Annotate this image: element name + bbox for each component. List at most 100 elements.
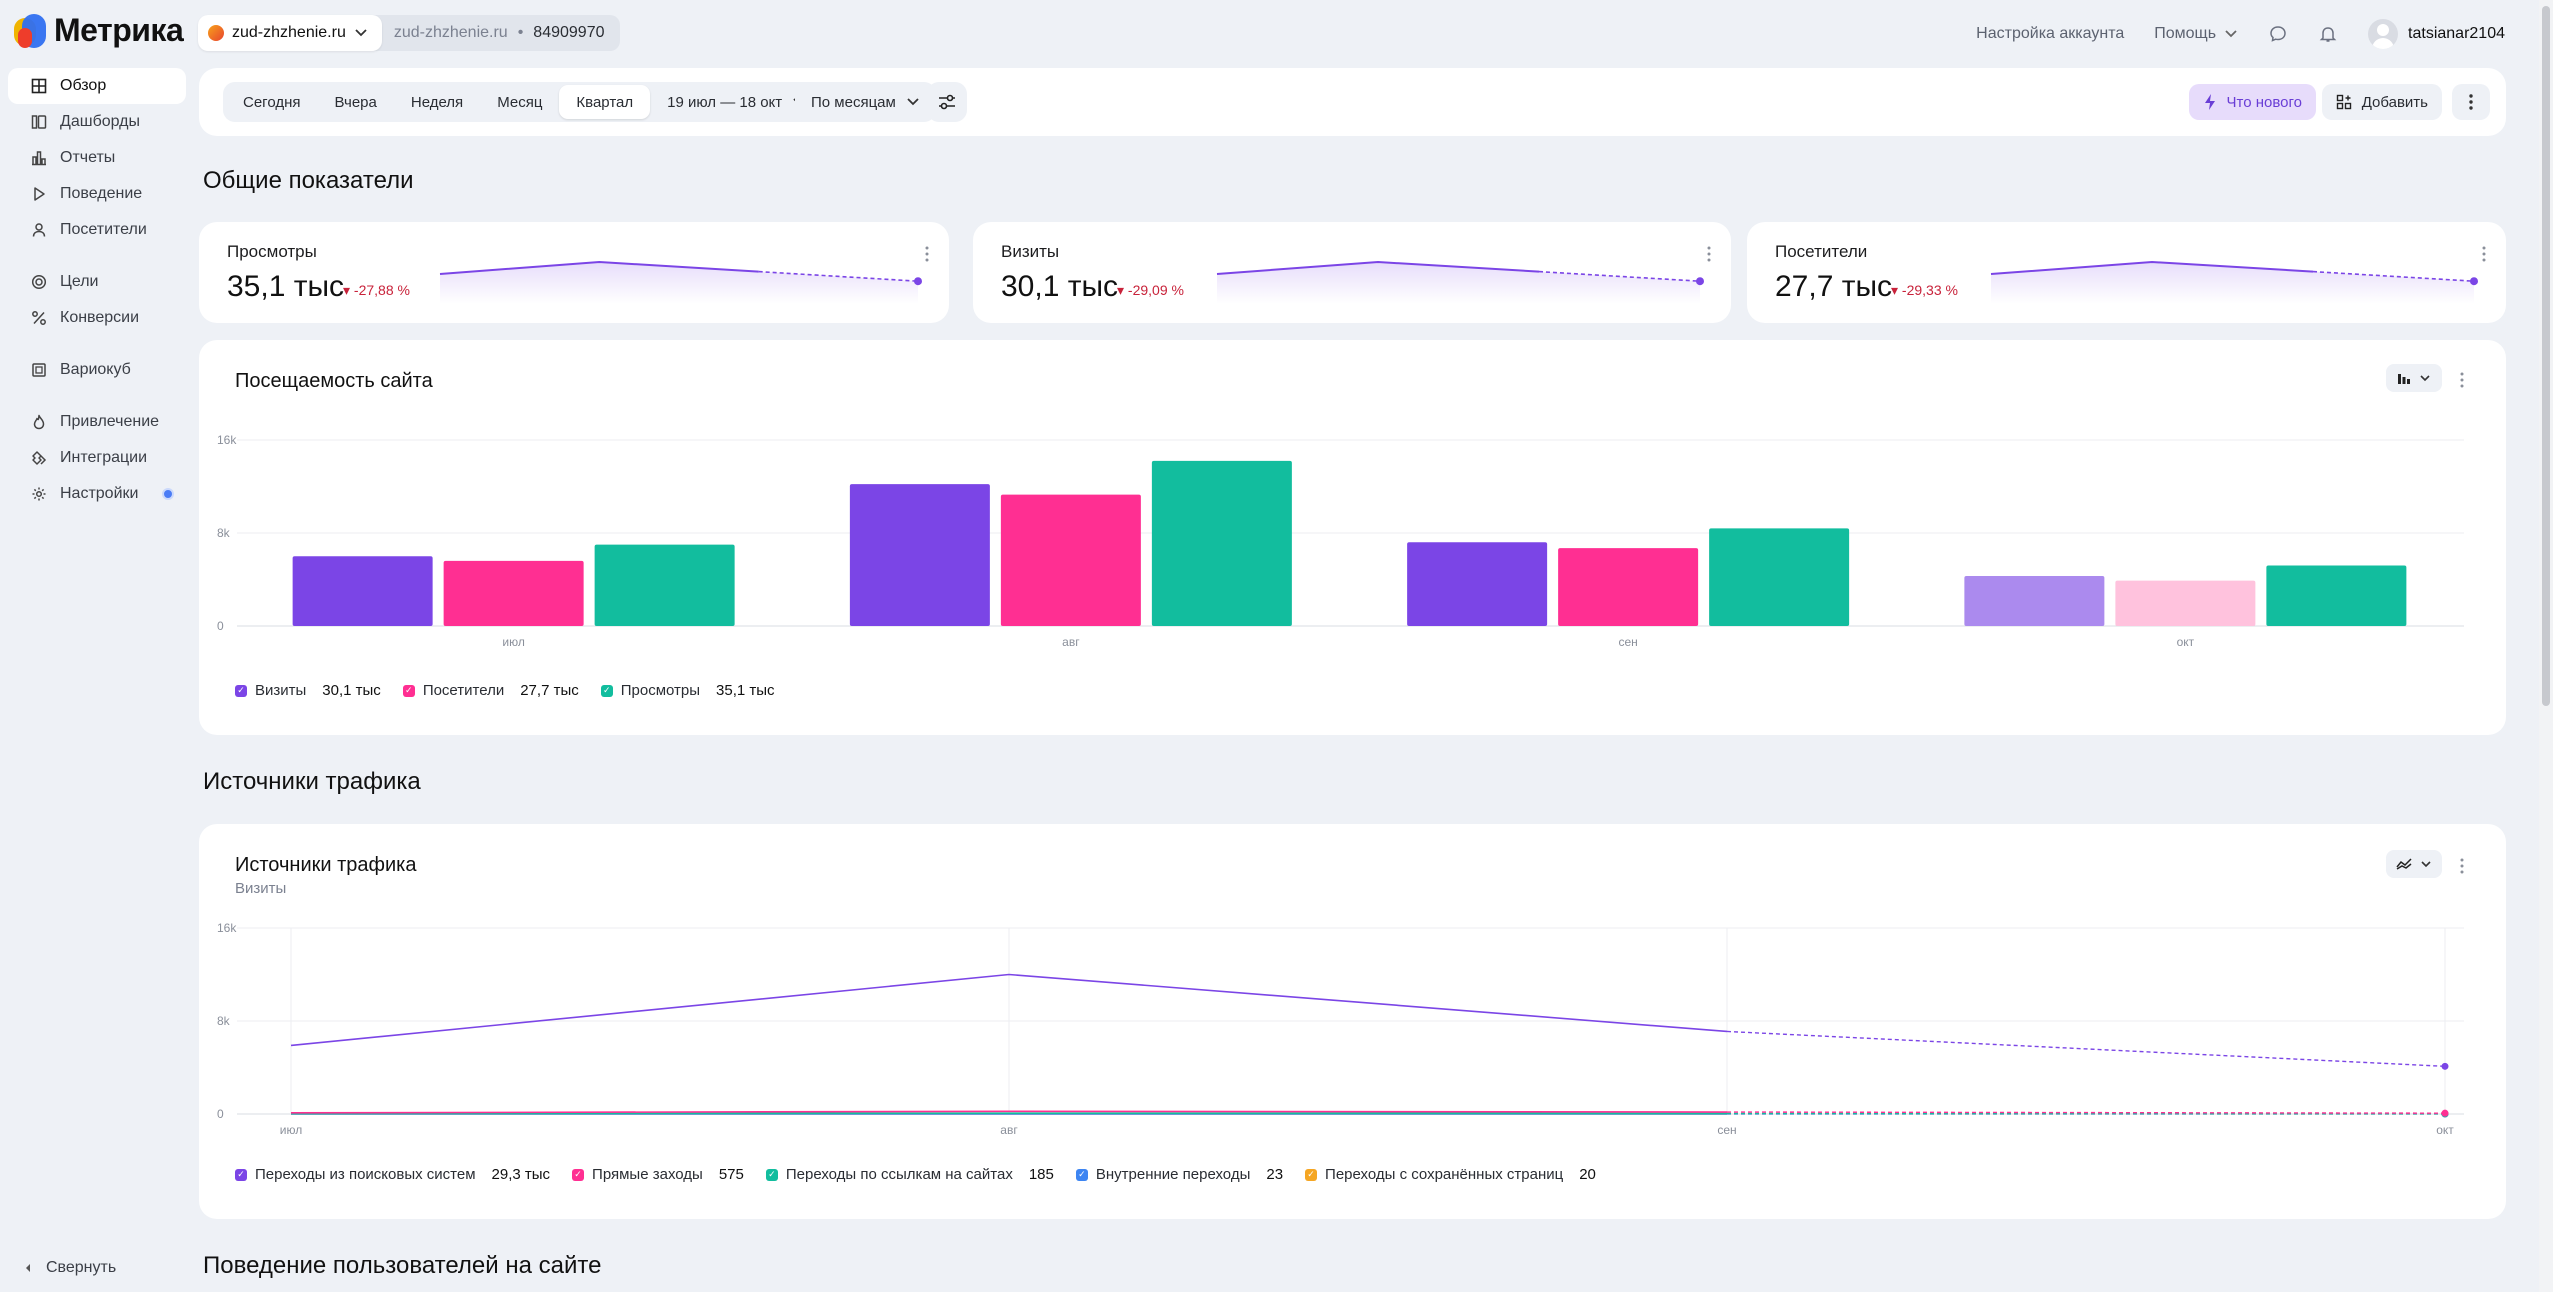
site-domain: zud-zhzhenie.ru	[393, 24, 508, 41]
logo[interactable]: Метрика	[14, 12, 184, 49]
series-line[interactable]	[290, 973, 1728, 1047]
bar[interactable]	[292, 556, 433, 626]
add-label: Добавить	[2361, 93, 2428, 111]
legend-item-search[interactable]: ✓ Переходы из поисковых систем 29,3 тыс	[235, 1166, 550, 1183]
series-end-point[interactable]	[2441, 1109, 2449, 1117]
filter-settings-button[interactable]	[927, 82, 967, 122]
sidebar-item-conversions[interactable]: Конверсии	[8, 300, 186, 336]
sidebar-item-settings[interactable]: Настройки	[8, 476, 186, 512]
flame-icon	[30, 413, 48, 431]
account-settings-link[interactable]: Настройка аккаунта	[1976, 25, 2125, 42]
username: tatsianar2104	[2408, 25, 2505, 42]
site-selector[interactable]: zud-zhzhenie.ru	[198, 15, 382, 51]
legend-name: Визиты	[255, 682, 307, 699]
more-options-button[interactable]	[2452, 84, 2490, 120]
kpi-delta-value: -27,88 %	[353, 282, 410, 298]
bell-icon[interactable]	[2318, 24, 2338, 44]
bar[interactable]	[2266, 565, 2407, 626]
sidebar-item-goals[interactable]: Цели	[8, 264, 186, 300]
bar[interactable]	[443, 560, 584, 626]
x-tick-label: авг	[1000, 1123, 1018, 1137]
chart-type-button[interactable]	[2386, 850, 2442, 878]
legend-item-links[interactable]: ✓ Переходы по ссылкам на сайтах 185	[765, 1166, 1054, 1183]
legend-item-internal[interactable]: ✓ Внутренние переходы 23	[1075, 1166, 1283, 1183]
legend-item-pageviews[interactable]: ✓ Просмотры 35,1 тыс	[600, 682, 775, 699]
sidebar: Обзор Дашборды Отчеты Поведение Посетите…	[0, 68, 190, 512]
kpi-card-visitors[interactable]: Посетители 27,7 тыс ▾ -29,33 %	[1747, 222, 2506, 323]
site-favicon-icon	[208, 25, 224, 41]
scrollbar-thumb[interactable]	[2542, 6, 2550, 706]
series-end-point[interactable]	[2441, 1062, 2449, 1070]
separator-dot: •	[517, 24, 524, 41]
traffic-sources-card: Источники трафика Визиты 0 8k 16k июл авг сен…	[199, 824, 2506, 1219]
section-title-overview: Общие показатели	[203, 167, 414, 194]
period-today[interactable]: Сегодня	[243, 93, 301, 111]
play-icon	[30, 185, 48, 203]
attendance-card: Посещаемость сайта 0 8k 16k июл авг сен окт ✓ …	[199, 340, 2506, 735]
legend-value: 185	[1028, 1166, 1054, 1183]
kpi-sparkline	[1216, 260, 1704, 304]
traffic-line-chart: 0 8k 16k июл авг сен окт	[217, 921, 2464, 1137]
legend-value: 20	[1579, 1166, 1596, 1183]
sidebar-item-overview[interactable]: Обзор	[8, 68, 186, 104]
add-widget-button[interactable]: Добавить	[2321, 84, 2442, 120]
vertical-dots-icon[interactable]	[2482, 246, 2486, 262]
whats-new-label: Что нового	[2226, 93, 2302, 111]
vertical-dots-icon[interactable]	[2460, 858, 2464, 874]
period-quarter[interactable]: Квартал	[559, 85, 651, 119]
bar[interactable]	[849, 484, 990, 626]
legend-item-visitors[interactable]: ✓ Посетители 27,7 тыс	[402, 682, 579, 699]
kpi-card-visits[interactable]: Визиты 30,1 тыс ▾ -29,09 %	[973, 222, 1731, 323]
sidebar-item-label: Цели	[60, 273, 99, 290]
sidebar-item-integrations[interactable]: Интеграции	[8, 440, 186, 476]
collapse-sidebar-button[interactable]: Свернуть	[24, 1259, 116, 1277]
chat-icon[interactable]	[2268, 24, 2288, 44]
period-week[interactable]: Неделя	[410, 93, 464, 111]
grid-icon	[30, 77, 48, 95]
sidebar-item-label: Дашборды	[60, 113, 140, 130]
sidebar-item-reports[interactable]: Отчеты	[8, 140, 186, 176]
kpi-card-pageviews[interactable]: Просмотры 35,1 тыс ▾ -27,88 %	[199, 222, 949, 323]
legend-item-saved[interactable]: ✓ Переходы с сохранённых страниц 20	[1305, 1166, 1596, 1183]
vertical-dots-icon[interactable]	[1707, 246, 1711, 262]
sidebar-item-acquisition[interactable]: Привлечение	[8, 404, 186, 440]
target-icon	[30, 273, 48, 291]
user-menu[interactable]: tatsianar2104	[2368, 19, 2505, 49]
bar[interactable]	[1964, 576, 2105, 626]
sparkline-area	[1217, 262, 1700, 304]
chevron-down-icon	[355, 29, 367, 37]
sparkline-area	[1991, 262, 2474, 304]
help-menu[interactable]: Помощь	[2154, 25, 2238, 43]
avatar	[2368, 19, 2399, 49]
whats-new-button[interactable]: Что нового	[2188, 84, 2316, 120]
period-month[interactable]: Месяц	[497, 93, 543, 111]
sidebar-item-variocube[interactable]: Вариокуб	[8, 352, 186, 388]
series-line[interactable]	[290, 1110, 1728, 1114]
kpi-delta: ▾ -27,88 %	[343, 282, 410, 298]
bar[interactable]	[1558, 548, 1699, 626]
sidebar-item-label: Конверсии	[60, 309, 140, 326]
help-label: Помощь	[2154, 25, 2217, 42]
bar[interactable]	[2115, 580, 2256, 626]
bar[interactable]	[1000, 494, 1141, 626]
page-scrollbar[interactable]	[2539, 0, 2553, 1292]
legend-item-visits[interactable]: ✓ Визиты 30,1 тыс	[235, 682, 381, 699]
bar[interactable]	[1151, 460, 1292, 626]
bar[interactable]	[1407, 542, 1548, 626]
vertical-dots-icon[interactable]	[925, 246, 929, 262]
bar[interactable]	[1709, 528, 1850, 626]
sidebar-item-behavior[interactable]: Поведение	[8, 176, 186, 212]
site-switcher[interactable]: zud-zhzhenie.ru zud-zhzhenie.ru • 849099…	[198, 15, 621, 51]
bar-chart-icon	[30, 149, 48, 167]
bar[interactable]	[594, 544, 735, 626]
vertical-dots-icon[interactable]	[2460, 372, 2464, 388]
legend-name: Просмотры	[620, 682, 701, 699]
legend-item-direct[interactable]: ✓ Прямые заходы 575	[572, 1166, 744, 1183]
chart-type-button[interactable]	[2386, 364, 2442, 392]
sidebar-item-label: Привлечение	[60, 413, 160, 430]
sidebar-item-visitors[interactable]: Посетители	[8, 212, 186, 248]
group-by-label: По месяцам	[811, 93, 896, 111]
period-yesterday[interactable]: Вчера	[334, 93, 377, 111]
sidebar-item-dashboards[interactable]: Дашборды	[8, 104, 186, 140]
group-by-select[interactable]: По месяцам	[795, 82, 936, 122]
